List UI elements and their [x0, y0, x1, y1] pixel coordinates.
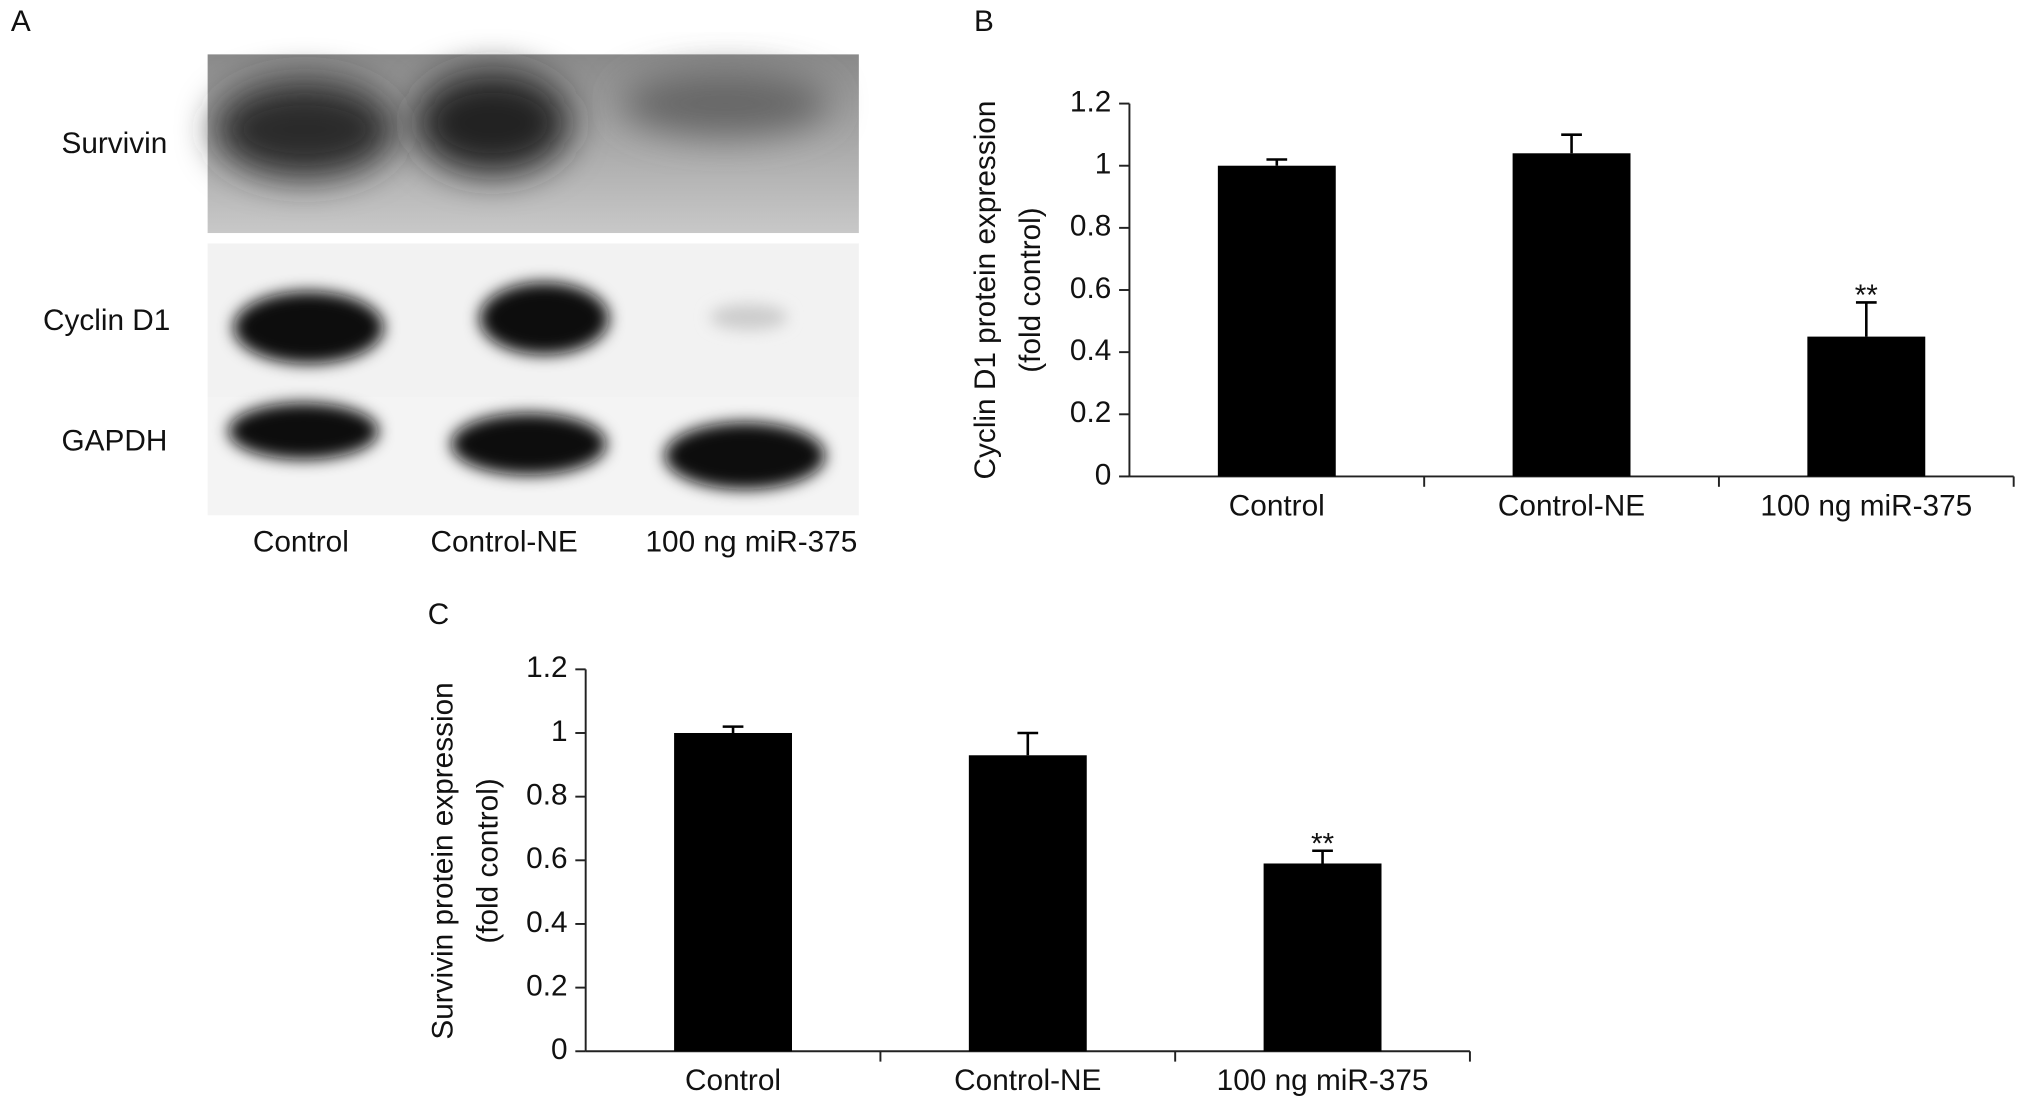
- y-axis-label: Survivin protein expression: [426, 682, 459, 1039]
- x-tick-label: Control-NE: [1498, 489, 1645, 522]
- bar: [674, 732, 792, 1052]
- y-tick-label: 0.8: [1070, 210, 1111, 243]
- significance: **: [1855, 279, 1879, 312]
- x-tick-label: 100 ng miR-375: [1760, 489, 1972, 522]
- y-tick-label: 0.2: [526, 969, 567, 1002]
- bar-chart: B Cyclin D1 protein expression (fold contr…: [969, 5, 2015, 522]
- y-tick-label: 0.2: [1070, 396, 1111, 429]
- lane-label: Control: [253, 526, 349, 559]
- row-label: Survivin: [61, 127, 167, 160]
- bar: [1512, 153, 1631, 477]
- y-tick-label: 0: [551, 1033, 568, 1066]
- x-tick-label: Control-NE: [954, 1064, 1101, 1097]
- bar: [1807, 336, 1926, 477]
- western-blot: [207, 54, 859, 516]
- x-tick-label: 100 ng miR-375: [1217, 1064, 1429, 1097]
- panel-label: B: [974, 5, 994, 38]
- x-tick-label: Control: [1229, 489, 1325, 522]
- y-tick-label: 1: [1095, 148, 1112, 181]
- y-axis-label: (fold control): [472, 778, 505, 943]
- bar: [1263, 863, 1382, 1052]
- bar: [968, 755, 1087, 1052]
- panel-label: A: [11, 5, 31, 38]
- lane-label: Control-NE: [430, 526, 577, 559]
- y-axis-label: (fold control): [1014, 207, 1047, 372]
- row-label: GAPDH: [61, 425, 167, 458]
- y-tick-label: 0.6: [526, 842, 567, 875]
- y-tick-label: 0.8: [526, 779, 567, 812]
- panel-label: C: [428, 598, 450, 631]
- x-tick-label: Control: [685, 1064, 781, 1097]
- row-label: Cyclin D1: [43, 304, 170, 337]
- y-tick-label: 1.2: [1070, 85, 1111, 118]
- y-tick-label: 0.6: [1070, 272, 1111, 305]
- y-tick-label: 0.4: [526, 906, 567, 939]
- y-axis-label: Cyclin D1 protein expression: [969, 101, 1002, 480]
- y-tick-label: 0.4: [1070, 334, 1111, 367]
- y-tick-label: 1: [551, 715, 568, 748]
- bar: [1217, 165, 1336, 477]
- significance: **: [1311, 827, 1335, 860]
- bar-chart: C Survivin protein expression (fold contro…: [426, 598, 1471, 1097]
- y-tick-label: 1.2: [526, 651, 567, 684]
- lane-label: 100 ng miR-375: [645, 526, 857, 559]
- y-tick-label: 0: [1095, 458, 1112, 491]
